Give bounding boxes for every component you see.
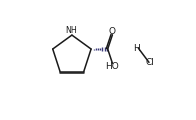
Text: NH: NH [65, 26, 77, 35]
Text: O: O [109, 27, 116, 36]
Text: Cl: Cl [146, 58, 155, 67]
Text: HO: HO [106, 62, 119, 71]
Text: H: H [133, 44, 140, 53]
